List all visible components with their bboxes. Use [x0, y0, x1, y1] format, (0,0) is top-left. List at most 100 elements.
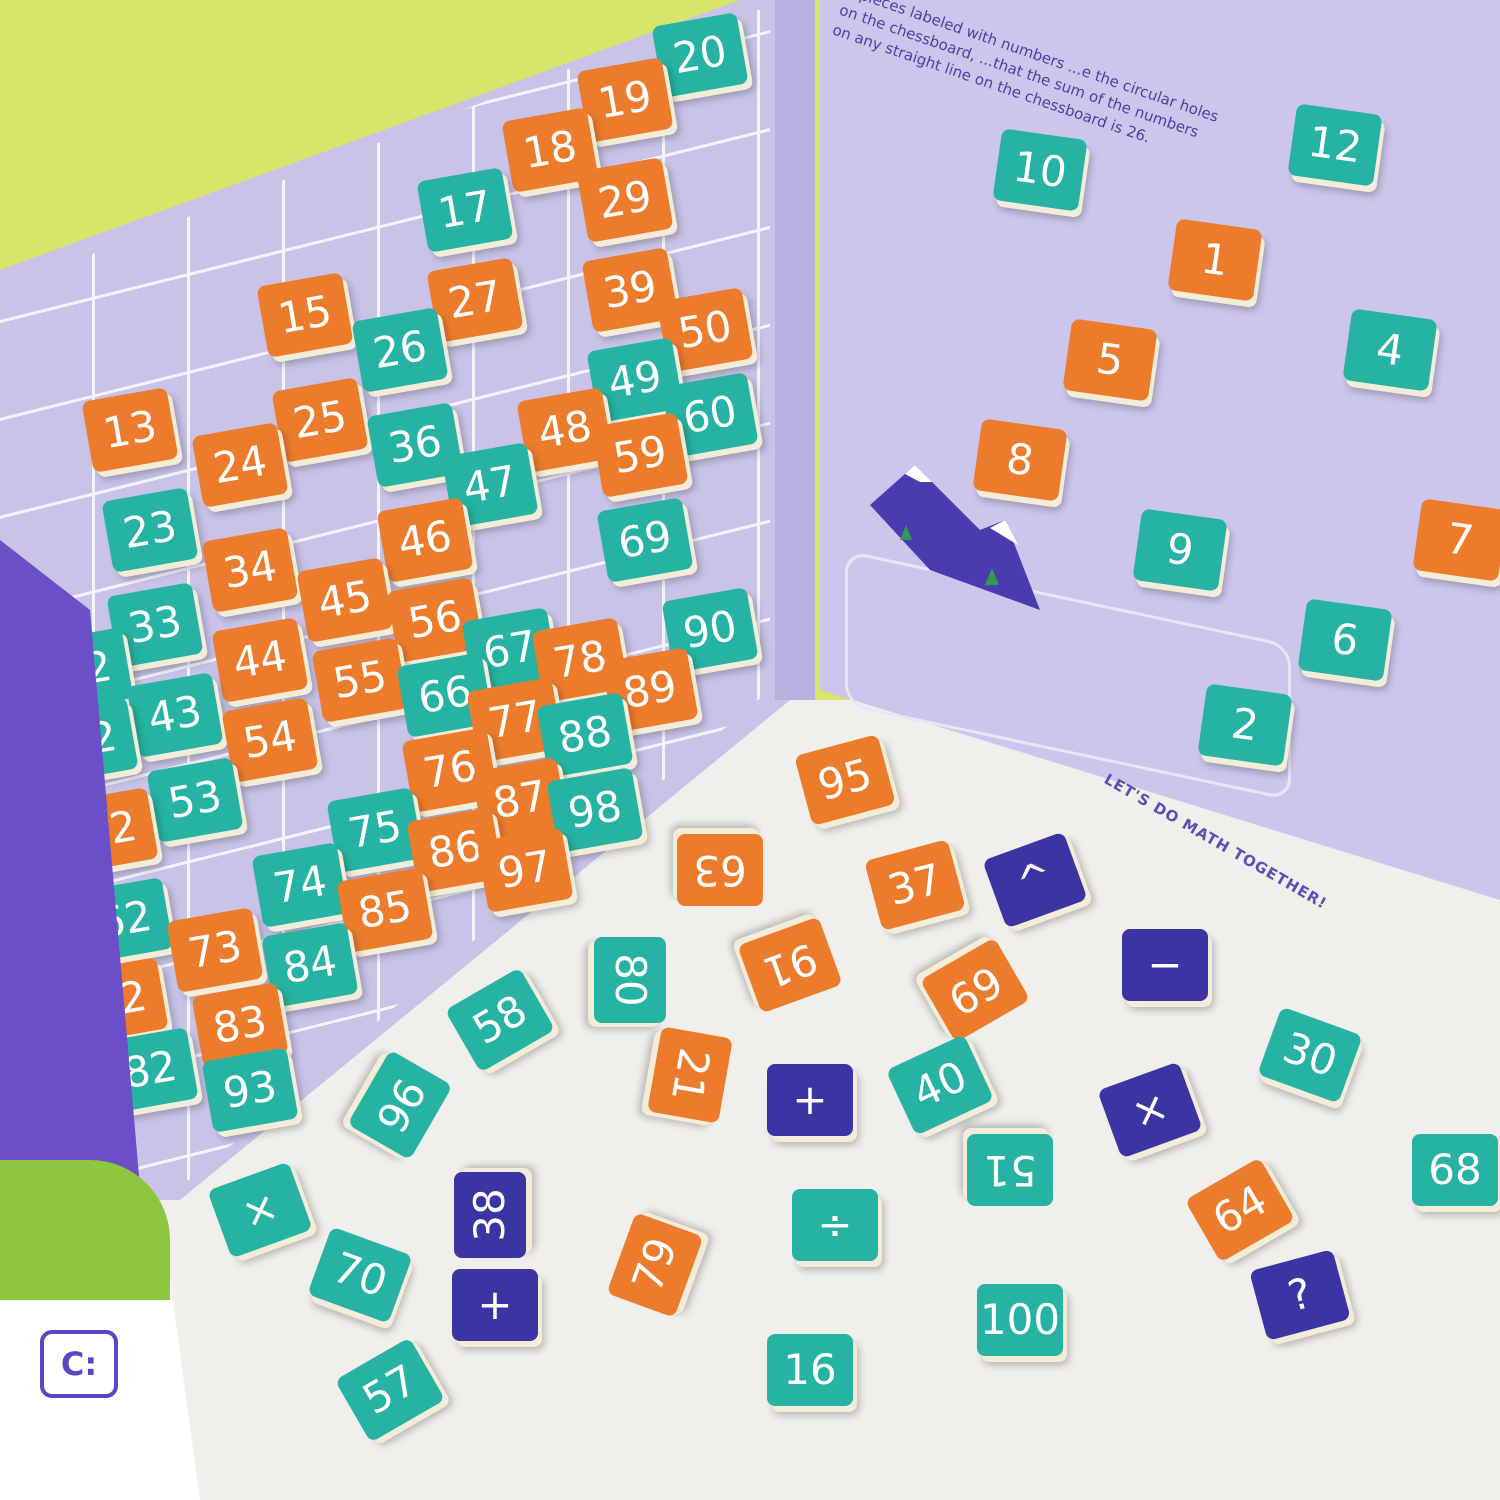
board-tile[interactable]: 25 — [271, 377, 369, 463]
board-tile[interactable]: 93 — [201, 1047, 299, 1133]
board-tile[interactable]: 85 — [336, 867, 434, 953]
board-tile-label: 19 — [594, 70, 656, 129]
board-tile-label: 33 — [124, 595, 186, 654]
board-tile[interactable]: 54 — [221, 697, 319, 783]
board-tile-label: 23 — [119, 500, 181, 559]
loose-tile[interactable]: ? — [1249, 1249, 1351, 1341]
loose-tile[interactable]: 21 — [647, 1026, 733, 1124]
board-tile[interactable]: 97 — [476, 827, 574, 913]
loose-tile-label: 63 — [693, 846, 747, 895]
board-tile[interactable]: 15 — [256, 272, 354, 358]
board-tile[interactable]: 53 — [146, 757, 244, 843]
board-tile[interactable]: 24 — [191, 422, 289, 508]
board-tile-label: 25 — [289, 390, 351, 449]
board-tile-label: 44 — [229, 630, 291, 689]
mountain-illustration — [870, 465, 1040, 610]
loose-tile-label: 30 — [1276, 1022, 1344, 1087]
board-tile-label: 67 — [479, 620, 541, 679]
puzzle-tile[interactable]: 10 — [992, 128, 1088, 212]
loose-tile[interactable]: ÷ — [792, 1189, 878, 1261]
board-tile[interactable]: 27 — [426, 257, 524, 343]
board-tile[interactable]: 55 — [311, 637, 409, 723]
board-tile[interactable]: 43 — [126, 672, 224, 758]
puzzle-tile[interactable]: 7 — [1412, 498, 1500, 582]
loose-tile-label: + — [477, 1280, 513, 1329]
board-tile[interactable]: 34 — [201, 527, 299, 613]
loose-tile[interactable]: 51 — [967, 1134, 1053, 1206]
puzzle-tile[interactable]: 4 — [1342, 308, 1438, 392]
puzzle-tile[interactable]: 12 — [1287, 103, 1383, 187]
board-tile-label: 17 — [434, 180, 496, 239]
loose-tile-label: ^ — [1009, 850, 1060, 909]
board-tile[interactable]: 69 — [596, 497, 694, 583]
loose-tile[interactable]: 68 — [1412, 1134, 1498, 1206]
loose-tile[interactable]: 63 — [677, 834, 763, 906]
board-tile-label: 90 — [679, 600, 741, 659]
loose-tile-label: ÷ — [817, 1200, 853, 1249]
loose-tile-label: 58 — [464, 984, 536, 1055]
loose-tile[interactable]: 69 — [919, 937, 1031, 1043]
loose-tile[interactable]: 100 — [977, 1284, 1063, 1356]
board-tile-label: 27 — [444, 270, 506, 329]
puzzle-tile[interactable]: 1 — [1167, 218, 1263, 302]
board-tile-label: 69 — [614, 510, 676, 569]
board-tile-label: 78 — [549, 630, 611, 689]
loose-tile-label: 79 — [622, 1231, 687, 1299]
board-tile[interactable]: 23 — [101, 487, 199, 573]
board-tile-label: 74 — [269, 855, 331, 914]
board-tile-label: 54 — [239, 710, 301, 769]
board-tile-label: 34 — [219, 540, 281, 599]
puzzle-tile-label: 6 — [1328, 613, 1362, 666]
loose-tile[interactable]: 80 — [594, 937, 666, 1023]
board-tile-label: 86 — [424, 820, 486, 879]
board-tile[interactable]: 17 — [416, 167, 514, 253]
board-tile[interactable]: 29 — [576, 157, 674, 243]
loose-tile[interactable]: − — [1122, 929, 1208, 1001]
loose-tile[interactable]: 95 — [794, 734, 896, 826]
board-tile[interactable]: 13 — [81, 387, 179, 473]
loose-tile-label: × — [234, 1180, 285, 1239]
loose-tile-label: 38 — [465, 1188, 514, 1242]
board-tile-label: 59 — [609, 425, 671, 484]
board-tile[interactable]: 59 — [591, 412, 689, 498]
loose-tile[interactable]: + — [452, 1269, 538, 1341]
board-tile[interactable]: 46 — [376, 497, 474, 583]
loose-tile[interactable]: 38 — [454, 1172, 526, 1258]
loose-tile[interactable]: × — [1097, 1061, 1203, 1159]
loose-tile[interactable]: 91 — [737, 916, 843, 1014]
board-tile-label: 24 — [209, 435, 271, 494]
loose-tile[interactable]: 30 — [1257, 1006, 1363, 1104]
loose-tile[interactable]: 57 — [334, 1337, 446, 1443]
loose-tile[interactable]: 37 — [864, 839, 966, 931]
puzzle-tile[interactable]: 5 — [1062, 318, 1158, 402]
board-tile[interactable]: 45 — [296, 557, 394, 643]
board-tile[interactable]: 73 — [166, 907, 264, 993]
loose-tile[interactable]: 40 — [885, 1034, 995, 1136]
board-tile-label: 88 — [554, 705, 616, 764]
board-tile-label: 46 — [394, 510, 456, 569]
loose-tile[interactable]: 70 — [307, 1226, 413, 1324]
board-tile-label: 66 — [414, 665, 476, 724]
board-tile[interactable]: 44 — [211, 617, 309, 703]
loose-tile[interactable]: × — [207, 1161, 313, 1259]
puzzle-tile[interactable]: 8 — [972, 418, 1068, 502]
board-tile[interactable]: 74 — [251, 842, 349, 928]
loose-tile[interactable]: 79 — [606, 1212, 704, 1318]
loose-tile[interactable]: 96 — [347, 1049, 453, 1161]
puzzle-tile[interactable]: 6 — [1297, 598, 1393, 682]
board-tile[interactable]: 19 — [576, 57, 674, 143]
loose-tile[interactable]: 16 — [767, 1334, 853, 1406]
puzzle-tile-label: 9 — [1163, 523, 1197, 576]
loose-tile[interactable]: + — [767, 1064, 853, 1136]
loose-tile[interactable]: ^ — [982, 831, 1088, 929]
board-tile-label: 43 — [144, 685, 206, 744]
loose-tile[interactable]: 64 — [1184, 1157, 1296, 1263]
loose-tile-label: + — [792, 1075, 828, 1124]
loose-tile-label: 68 — [1428, 1145, 1482, 1194]
puzzle-tile[interactable]: 9 — [1132, 508, 1228, 592]
loose-tile[interactable]: 58 — [444, 967, 556, 1073]
board-tile[interactable]: 26 — [351, 307, 449, 393]
magnet-logo: C: — [40, 1330, 118, 1398]
puzzle-tile[interactable]: 2 — [1197, 683, 1293, 767]
board-tile-label: 73 — [184, 920, 246, 979]
